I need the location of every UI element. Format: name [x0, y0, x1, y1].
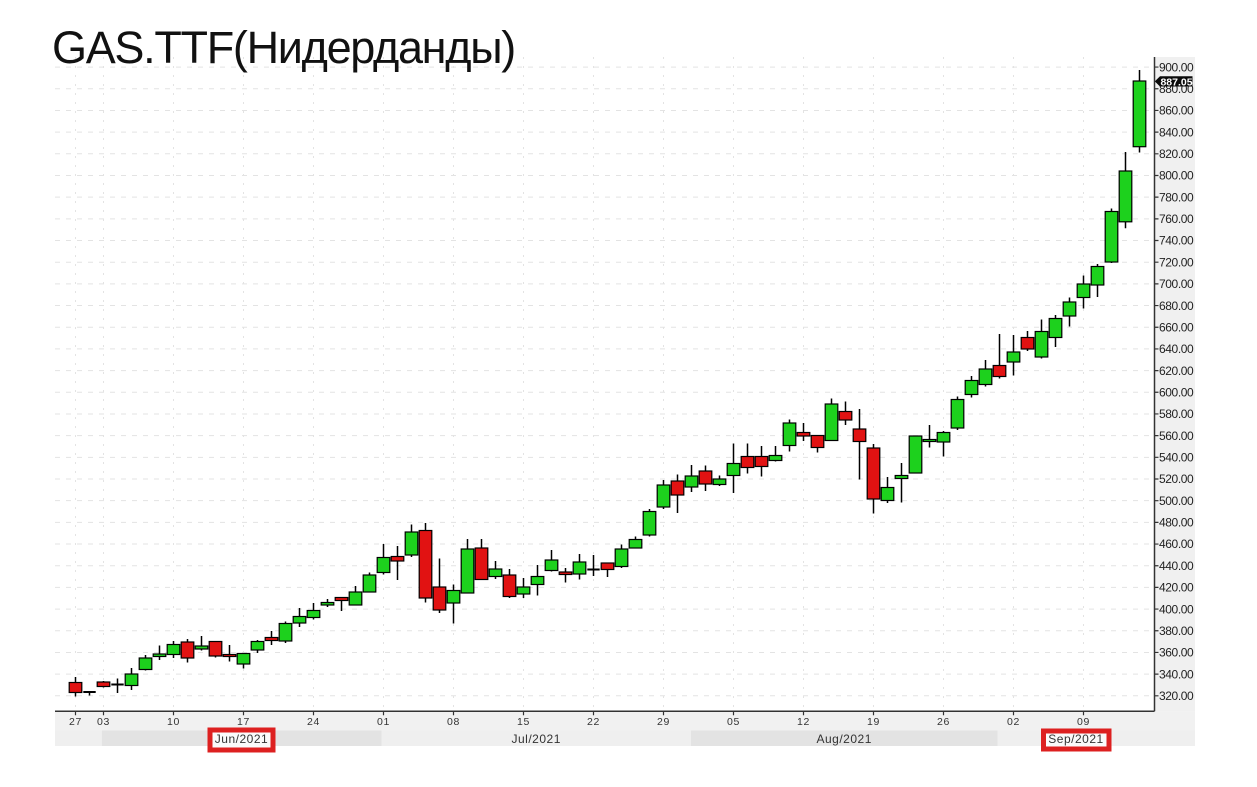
svg-text:320.00: 320.00: [1159, 689, 1194, 703]
svg-text:09: 09: [1077, 716, 1090, 728]
svg-text:Jun/2021: Jun/2021: [215, 732, 268, 746]
svg-text:10: 10: [167, 716, 180, 728]
svg-text:620.00: 620.00: [1159, 364, 1194, 378]
svg-text:820.00: 820.00: [1159, 147, 1194, 161]
svg-text:340.00: 340.00: [1159, 667, 1194, 681]
svg-text:740.00: 740.00: [1159, 234, 1194, 248]
svg-text:480.00: 480.00: [1159, 516, 1194, 530]
svg-text:05: 05: [727, 716, 740, 728]
svg-text:500.00: 500.00: [1159, 494, 1194, 508]
svg-text:01: 01: [377, 716, 390, 728]
svg-text:24: 24: [307, 716, 320, 728]
svg-text:420.00: 420.00: [1159, 581, 1194, 595]
svg-text:400.00: 400.00: [1159, 602, 1194, 616]
svg-text:Jul/2021: Jul/2021: [512, 732, 561, 746]
svg-text:03: 03: [97, 716, 110, 728]
svg-text:720.00: 720.00: [1159, 255, 1194, 269]
svg-text:26: 26: [937, 716, 950, 728]
svg-text:540.00: 540.00: [1159, 451, 1194, 465]
svg-text:600.00: 600.00: [1159, 385, 1194, 399]
svg-text:780.00: 780.00: [1159, 190, 1194, 204]
svg-text:887.05: 887.05: [1160, 76, 1192, 88]
svg-text:29: 29: [657, 716, 670, 728]
svg-text:800.00: 800.00: [1159, 169, 1194, 183]
svg-text:22: 22: [587, 716, 600, 728]
svg-text:900.00: 900.00: [1159, 60, 1194, 74]
svg-text:Sep/2021: Sep/2021: [1048, 732, 1103, 746]
svg-text:520.00: 520.00: [1159, 472, 1194, 486]
svg-text:440.00: 440.00: [1159, 559, 1194, 573]
svg-text:12: 12: [797, 716, 810, 728]
svg-text:760.00: 760.00: [1159, 212, 1194, 226]
svg-text:560.00: 560.00: [1159, 429, 1194, 443]
svg-text:360.00: 360.00: [1159, 646, 1194, 660]
svg-text:580.00: 580.00: [1159, 407, 1194, 421]
svg-text:17: 17: [237, 716, 250, 728]
svg-text:860.00: 860.00: [1159, 104, 1194, 118]
svg-text:15: 15: [517, 716, 530, 728]
svg-text:660.00: 660.00: [1159, 320, 1194, 334]
svg-text:680.00: 680.00: [1159, 299, 1194, 313]
svg-text:02: 02: [1007, 716, 1020, 728]
svg-text:640.00: 640.00: [1159, 342, 1194, 356]
svg-text:Aug/2021: Aug/2021: [817, 732, 872, 746]
svg-text:700.00: 700.00: [1159, 277, 1194, 291]
svg-text:08: 08: [447, 716, 460, 728]
svg-text:19: 19: [867, 716, 880, 728]
svg-text:27: 27: [69, 716, 82, 728]
svg-text:840.00: 840.00: [1159, 125, 1194, 139]
svg-text:380.00: 380.00: [1159, 624, 1194, 638]
svg-text:460.00: 460.00: [1159, 537, 1194, 551]
